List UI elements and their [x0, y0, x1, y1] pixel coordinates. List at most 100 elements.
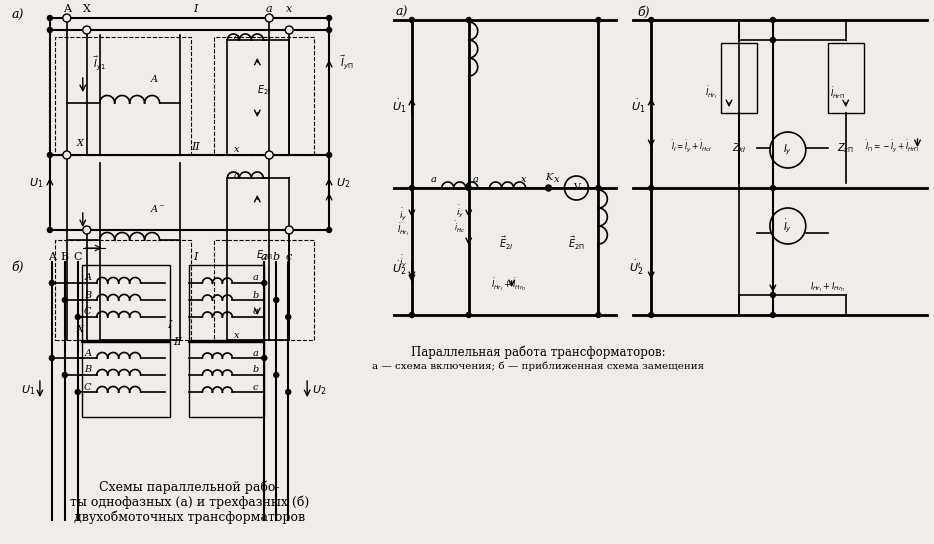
Text: $\dot{I}_\Pi=-\dot{I}_y+\dot{I}_{Hr\Pi}$: $\dot{I}_\Pi=-\dot{I}_y+\dot{I}_{Hr\Pi}$: [865, 138, 919, 154]
Text: I: I: [193, 4, 198, 14]
Circle shape: [466, 17, 472, 22]
Text: x: x: [521, 176, 527, 184]
Circle shape: [327, 15, 332, 21]
Text: X: X: [83, 4, 91, 14]
Text: Схемы параллельной рабо-: Схемы параллельной рабо-: [99, 480, 279, 494]
Bar: [215, 37, 314, 155]
Bar: [55, 240, 191, 340]
Circle shape: [327, 227, 332, 232]
Text: c: c: [285, 252, 291, 262]
Text: X: X: [77, 139, 83, 147]
Circle shape: [596, 186, 601, 190]
Text: $\vec{I}_{y\Pi}$: $\vec{I}_{y\Pi}$: [340, 53, 354, 71]
Text: $Z_{kI}$: $Z_{kI}$: [731, 141, 746, 155]
Text: $\dot{i}_y$: $\dot{i}_y$: [399, 254, 407, 270]
Text: $\vec{I}_{y1}$: $\vec{I}_{y1}$: [93, 54, 106, 72]
Circle shape: [63, 151, 71, 159]
Text: $\dot{U}_2$: $\dot{U}_2$: [391, 259, 406, 276]
Text: C: C: [74, 252, 82, 262]
Text: a: a: [252, 274, 258, 282]
Text: b: b: [252, 366, 259, 374]
Text: ты однофазных (а) и трехфазных (б): ты однофазных (а) и трехфазных (б): [70, 495, 309, 509]
Circle shape: [649, 312, 654, 318]
Text: c: c: [252, 307, 258, 317]
Text: б): б): [12, 261, 24, 274]
Circle shape: [564, 176, 588, 200]
Bar: [215, 240, 314, 340]
Text: $\dot{I}_I=\dot{I}_y+\dot{I}_{HcI}$: $\dot{I}_I=\dot{I}_y+\dot{I}_{HcI}$: [672, 138, 713, 154]
Text: x: x: [554, 176, 559, 184]
Circle shape: [771, 186, 775, 190]
Circle shape: [76, 314, 80, 319]
Text: $\dot{U}_1$: $\dot{U}_1$: [391, 97, 406, 115]
Text: b: b: [273, 252, 280, 262]
Text: $\dot{i}_y$: $\dot{i}_y$: [399, 207, 407, 223]
Text: b: b: [252, 290, 259, 300]
Circle shape: [286, 314, 290, 319]
Circle shape: [50, 281, 54, 286]
Circle shape: [48, 28, 52, 33]
Circle shape: [83, 226, 91, 234]
Text: $Z_{k\Pi}$: $Z_{k\Pi}$: [837, 141, 855, 155]
Text: а): а): [12, 9, 24, 22]
Circle shape: [596, 312, 601, 318]
Text: $\dot{I}_{Hr_I}+\dot{I}_{Hr_\Pi}$: $\dot{I}_{Hr_I}+\dot{I}_{Hr_\Pi}$: [491, 277, 526, 293]
Text: б): б): [637, 5, 649, 18]
Circle shape: [327, 152, 332, 158]
Bar: [82, 265, 170, 340]
Bar: [190, 342, 264, 417]
Bar: [55, 37, 191, 155]
Circle shape: [466, 312, 472, 318]
Text: C: C: [84, 307, 92, 317]
Text: $\dot{U}_2'$: $\dot{U}_2'$: [630, 259, 644, 277]
Circle shape: [262, 355, 267, 361]
Circle shape: [409, 186, 415, 190]
Text: a: a: [431, 176, 437, 184]
Bar: [190, 265, 264, 340]
Circle shape: [596, 17, 601, 22]
Circle shape: [285, 226, 293, 234]
Circle shape: [265, 151, 274, 159]
Bar: [828, 43, 864, 113]
Circle shape: [274, 373, 278, 378]
Text: $\dot{U}_1$: $\dot{U}_1$: [631, 97, 645, 115]
Text: K: K: [545, 174, 552, 182]
Text: a: a: [234, 170, 239, 180]
Text: a: a: [473, 176, 478, 184]
Text: ⁻: ⁻: [159, 203, 164, 213]
Text: B: B: [84, 290, 92, 300]
Circle shape: [274, 298, 278, 302]
Text: A: A: [48, 252, 56, 262]
Bar: [82, 342, 170, 417]
Text: A: A: [151, 76, 158, 84]
Circle shape: [48, 227, 52, 232]
Text: a: a: [252, 349, 258, 357]
Text: a: a: [266, 4, 273, 14]
Circle shape: [48, 15, 52, 21]
Text: x: x: [234, 145, 239, 154]
Text: $U_2$: $U_2$: [336, 176, 350, 190]
Circle shape: [63, 298, 67, 302]
Text: A: A: [84, 349, 92, 357]
Text: a: a: [261, 252, 267, 262]
Text: V: V: [573, 183, 580, 193]
Text: II: II: [173, 337, 182, 347]
Circle shape: [63, 14, 71, 22]
Bar: [721, 43, 757, 113]
Circle shape: [83, 26, 91, 34]
Circle shape: [48, 152, 52, 158]
Text: $\vec{E}_{2I}$: $\vec{E}_{2I}$: [500, 234, 514, 251]
Circle shape: [771, 38, 775, 42]
Text: $U_1$: $U_1$: [21, 383, 35, 397]
Text: $\dot{i}_y$: $\dot{i}_y$: [456, 204, 464, 220]
Circle shape: [327, 28, 332, 33]
Text: c: c: [252, 382, 258, 392]
Circle shape: [649, 186, 654, 190]
Circle shape: [649, 17, 654, 22]
Text: $I_{Hr_I}+I_{Hr_\Pi}$: $I_{Hr_I}+I_{Hr_\Pi}$: [810, 280, 845, 294]
Text: $I_y$: $I_y$: [784, 143, 792, 157]
Text: $\dot{i}_{Hc}$: $\dot{i}_{Hc}$: [454, 219, 465, 234]
Text: $\dot{I}_y$: $\dot{I}_y$: [784, 217, 792, 235]
Circle shape: [466, 186, 472, 190]
Text: II: II: [191, 142, 200, 152]
